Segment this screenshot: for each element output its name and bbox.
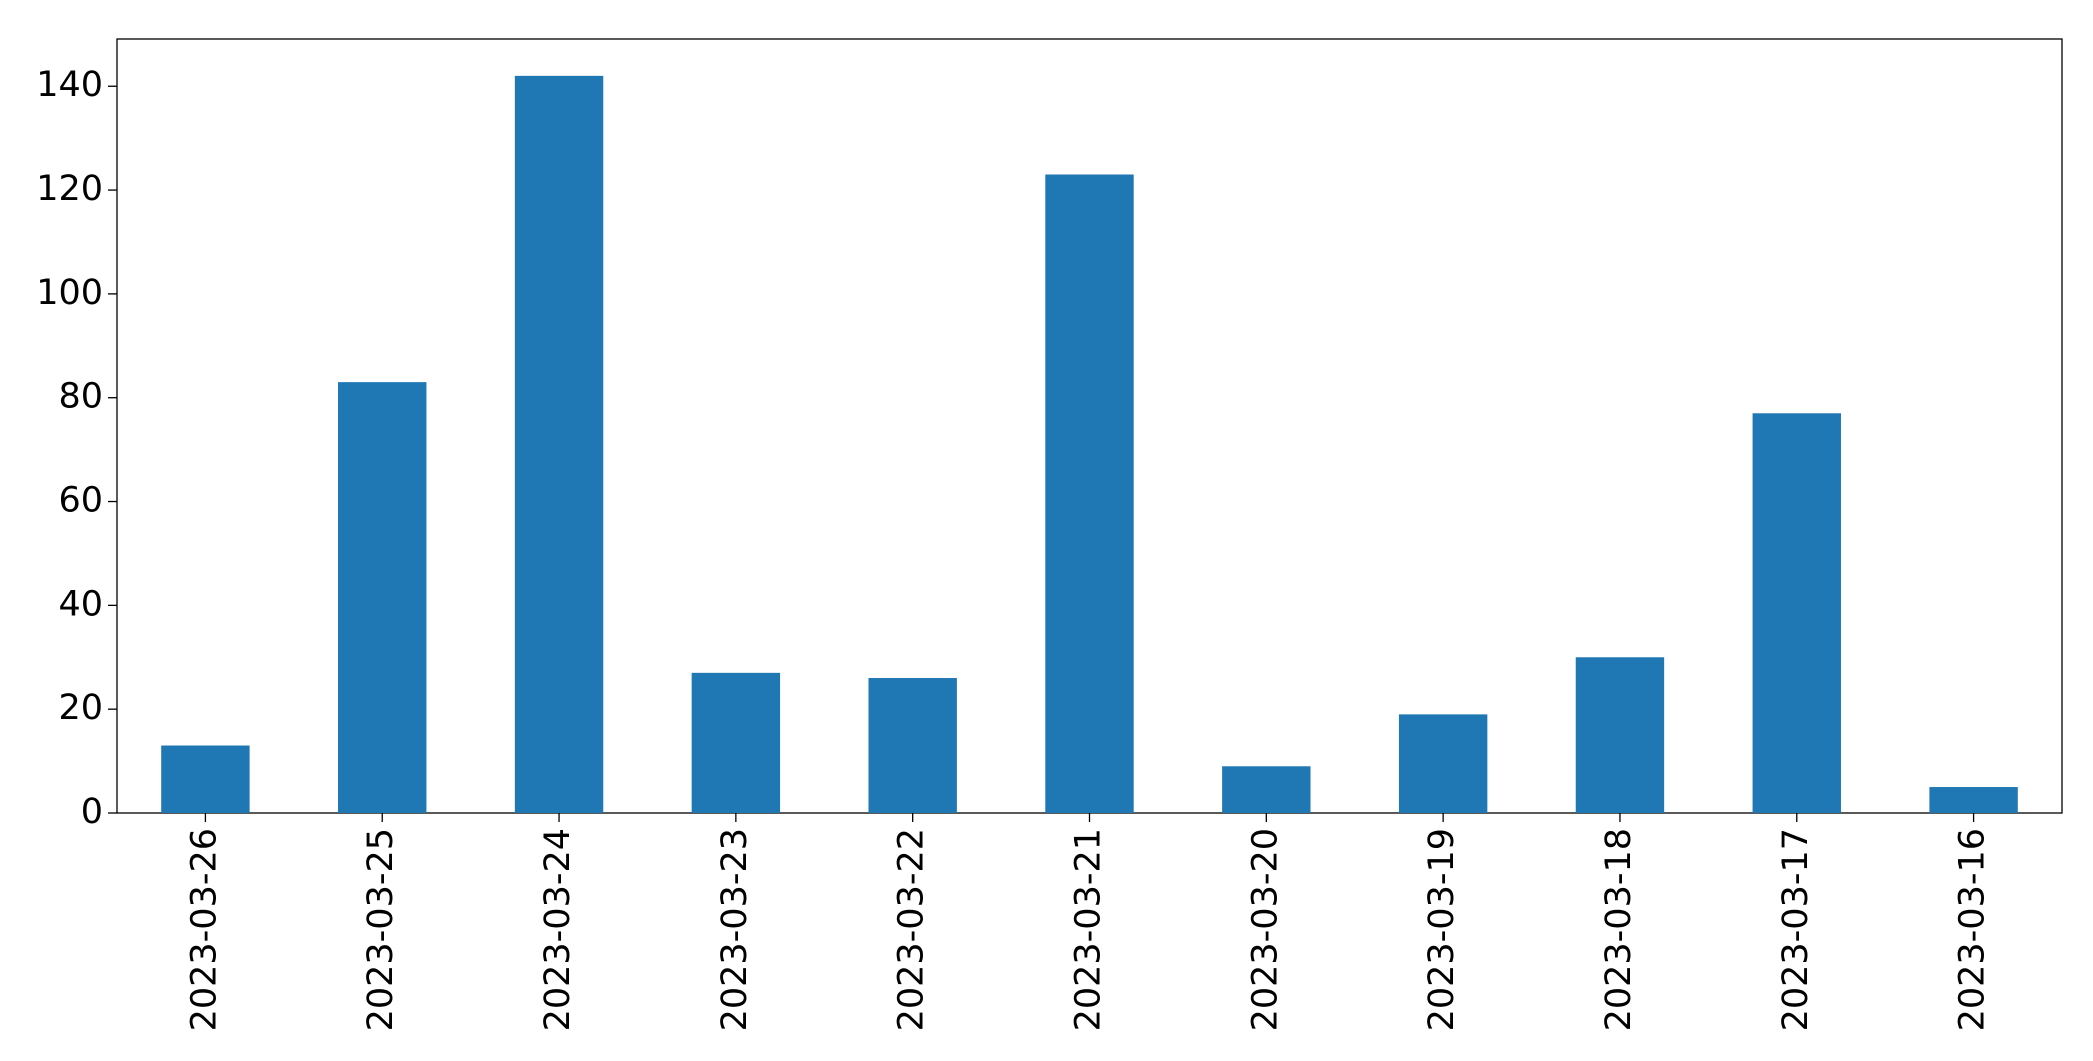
bar <box>1575 657 1665 813</box>
y-tick-label: 140 <box>36 65 103 105</box>
x-tick-label: 2023-03-18 <box>1599 828 1639 1031</box>
x-tick-label: 2023-03-22 <box>892 828 932 1031</box>
x-tick-label: 2023-03-23 <box>715 828 755 1031</box>
y-tick-label: 100 <box>36 273 103 313</box>
x-tick-label: 2023-03-20 <box>1245 828 1285 1031</box>
y-tick-label: 80 <box>58 377 103 417</box>
bar <box>868 678 957 813</box>
y-tick-label: 20 <box>58 688 103 728</box>
y-tick-label: 120 <box>36 169 103 209</box>
bar <box>1222 766 1311 813</box>
x-tick-label: 2023-03-19 <box>1422 828 1462 1031</box>
bar <box>514 75 604 814</box>
y-tick-label: 60 <box>58 481 103 521</box>
bar <box>691 672 781 813</box>
y-tick-label: 0 <box>81 792 103 832</box>
x-tick-label: 2023-03-21 <box>1069 828 1109 1031</box>
x-tick-label: 2023-03-16 <box>1953 828 1993 1031</box>
x-tick-label: 2023-03-26 <box>184 828 224 1031</box>
bar <box>338 382 427 813</box>
bar <box>1398 714 1488 813</box>
x-tick-label: 2023-03-25 <box>361 828 401 1031</box>
bar <box>1929 787 2018 813</box>
bar <box>161 745 250 813</box>
y-tick-label: 40 <box>58 584 103 624</box>
bar <box>1045 174 1134 813</box>
x-tick-label: 2023-03-17 <box>1776 828 1816 1031</box>
bar <box>1752 413 1841 813</box>
x-tick-label: 2023-03-24 <box>538 828 578 1031</box>
